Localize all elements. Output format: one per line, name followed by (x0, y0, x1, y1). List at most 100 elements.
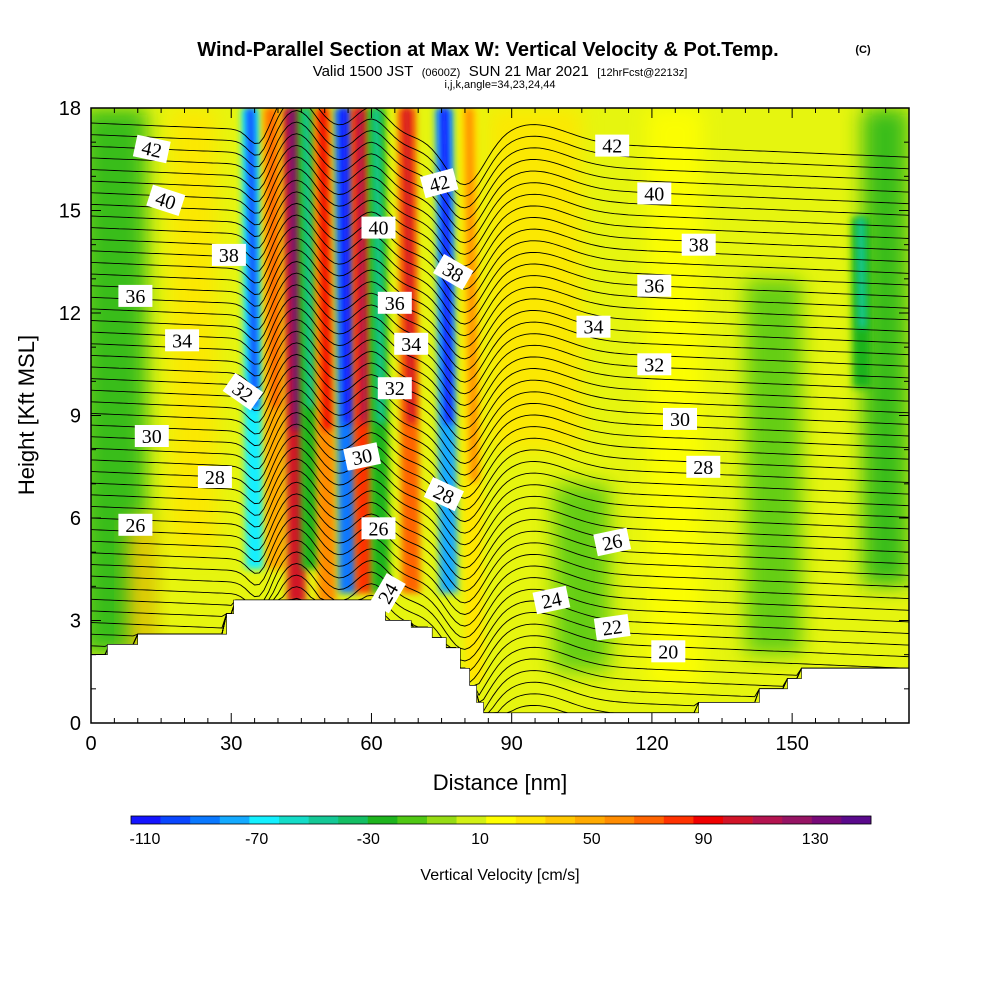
theta-contour (91, 330, 909, 430)
contour-label-box (663, 407, 697, 430)
colorbar-swatch (693, 816, 724, 824)
contour-label-text: 36 (385, 293, 405, 315)
y-tick-label: 6 (70, 508, 81, 530)
theta-contour (91, 295, 909, 395)
valid-utc: (0600Z) (422, 67, 461, 79)
y-tick-label: 9 (70, 406, 81, 428)
theta-contour (91, 481, 909, 581)
contour-label-box (343, 442, 382, 471)
contour-label-text: 28 (693, 457, 713, 479)
colorbar-swatch (752, 816, 783, 824)
contour-label-text: 32 (644, 354, 664, 376)
contour-label-box (595, 134, 630, 157)
contour-label: 20 (651, 640, 686, 663)
x-tick-label: 60 (360, 733, 382, 755)
contour-label-text: 28 (205, 467, 225, 489)
contour-label-box (211, 243, 246, 266)
colorbar-swatch (841, 816, 872, 824)
contour-label-text: 38 (219, 245, 239, 267)
contour-label: 36 (118, 284, 153, 308)
colorbar-swatch (604, 816, 635, 824)
contour-label: 28 (197, 466, 232, 489)
copyright-mark: (C) (855, 44, 871, 56)
contour-label-box (132, 134, 171, 164)
contour-label: 28 (686, 455, 721, 479)
contour-label-box (651, 640, 686, 663)
contour-label: 26 (593, 527, 632, 557)
colorbar-label: Vertical Velocity [cm/s] (420, 867, 579, 884)
contour-label-text: 36 (644, 276, 664, 298)
contour-label-box (361, 216, 396, 239)
contour-label-box (118, 284, 153, 307)
theta-contour (91, 272, 909, 372)
theta-contour (91, 423, 909, 523)
colorbar-tick-label: 130 (802, 831, 829, 848)
contour-labels: 42 40 38 36 34 32 30 28 26 40 36 34 32 30 26 24 42 38 28 42… (118, 134, 721, 663)
colorbar-swatch (160, 816, 191, 824)
contour-label-box (377, 377, 412, 400)
contour-label: 40 (637, 182, 672, 205)
contour-label-text: 42 (140, 137, 164, 163)
valid-prefix: Valid 1500 JST (313, 63, 414, 80)
colorbar-swatch (545, 816, 576, 824)
contour-label-text: 36 (125, 286, 145, 308)
contour-label-box (222, 372, 264, 411)
contour-label-box (165, 329, 200, 352)
theta-contour (91, 539, 909, 639)
colorbar-swatch (723, 816, 753, 824)
colorbar-tick-label: -110 (130, 831, 161, 848)
contour-label-box (394, 332, 429, 355)
contour-label-text: 30 (350, 445, 374, 471)
theta-contour (91, 504, 909, 604)
y-axis-label: Height [Kft MSL] (14, 335, 39, 495)
velocity-field (91, 108, 909, 689)
contour-label-box (637, 182, 672, 205)
y-tick-label: 12 (59, 303, 81, 325)
field-band (488, 108, 582, 450)
contour-label-box (637, 353, 672, 376)
contour-label: 30 (663, 407, 697, 431)
theta-contour (91, 470, 909, 569)
contour-label-box (118, 513, 153, 536)
contour-label: 30 (134, 425, 169, 448)
theta-contour (91, 226, 909, 325)
colorbar-swatch (456, 816, 487, 824)
contour-label-box (433, 253, 474, 291)
contour-label-text: 32 (385, 378, 405, 400)
field-band (553, 483, 610, 672)
contour-label: 32 (377, 377, 412, 400)
contour-label: 40 (361, 216, 396, 240)
colorbar-swatch (279, 816, 309, 824)
colorbar-swatch (397, 816, 428, 824)
terrain (91, 599, 909, 723)
y-tick-label: 0 (70, 713, 81, 735)
grid-indices: i,j,k,angle=34,23,24,44 (444, 79, 555, 91)
theta-contour (91, 110, 909, 209)
theta-contour (91, 365, 909, 464)
colorbar-swatch (634, 816, 665, 824)
contour-label: 28 (423, 476, 464, 512)
colorbar-swatch (308, 816, 339, 824)
contour-label-text: 34 (172, 330, 192, 352)
x-axis-label: Distance [nm] (433, 770, 568, 795)
y-tick-label: 18 (59, 98, 81, 120)
contour-label-box (576, 315, 611, 338)
contour-label: 42 (132, 134, 171, 164)
theta-contour (91, 237, 909, 337)
theta-contour (91, 551, 909, 650)
theta-contour (91, 284, 909, 383)
contour-label-text: 24 (540, 588, 564, 614)
theta-contour (91, 400, 909, 499)
colorbar-swatch (486, 816, 517, 824)
contour-label-box (593, 614, 631, 641)
colorbar-swatch (515, 816, 546, 824)
theta-contour (91, 319, 909, 418)
colorbar-swatch (338, 816, 369, 824)
contour-label: 26 (118, 513, 153, 537)
theta-contour (91, 156, 909, 255)
chart-title: Wind-Parallel Section at Max W: Vertical… (197, 39, 778, 61)
velocity-core (355, 108, 369, 424)
theta-contour (91, 144, 909, 244)
plot-area: 42 40 38 36 34 32 30 28 26 40 36 34 32 30 26 24 42 38 28 42… (91, 108, 909, 723)
